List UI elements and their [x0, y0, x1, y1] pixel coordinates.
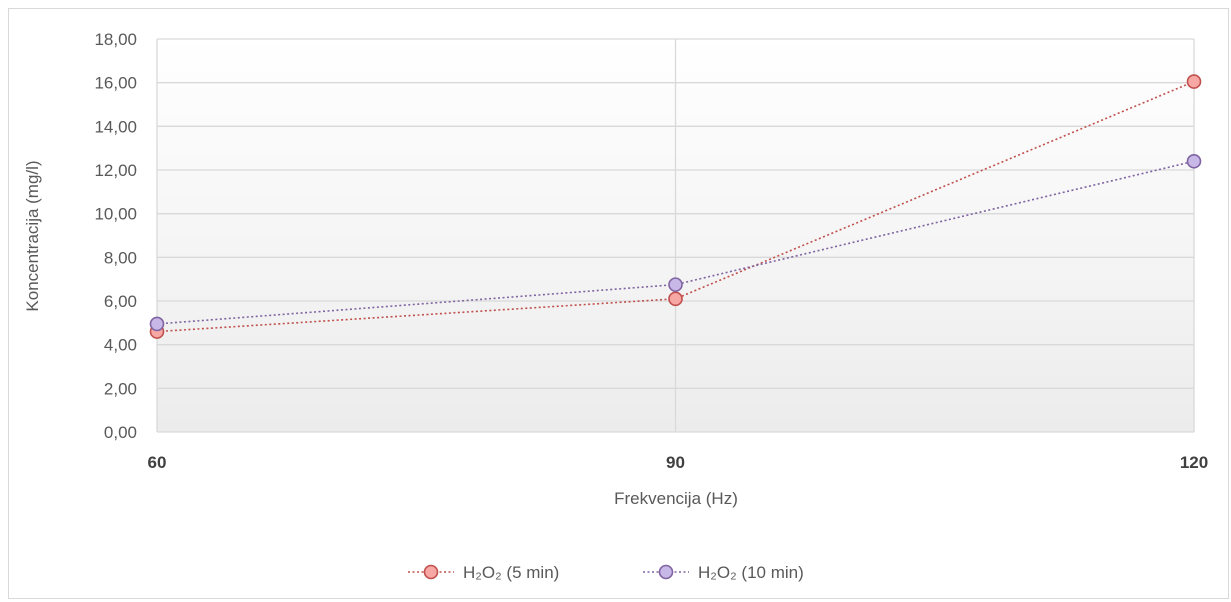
legend-marker-2: [658, 564, 674, 580]
x-axis-title: Frekvencija (Hz): [614, 489, 738, 508]
x-tick-label: 120: [1180, 453, 1208, 472]
legend-marker-1: [423, 564, 439, 580]
y-tick-label: 2,00: [104, 379, 137, 398]
y-tick-label: 4,00: [104, 336, 137, 355]
x-tick-labels: 60 90 120: [148, 453, 1209, 472]
y-tick-label: 6,00: [104, 292, 137, 311]
data-point-series-2: [668, 277, 683, 292]
legend: H₂O₂ (5 min) H₂O₂ (10 min): [408, 563, 804, 582]
y-tick-label: 16,00: [94, 74, 137, 93]
gridlines: [156, 38, 1195, 433]
y-tick-labels: 0,00 2,00 4,00 6,00 8,00 10,00 12,00 14,00 16,00…: [94, 30, 137, 442]
y-tick-label: 8,00: [104, 248, 137, 267]
series-layer: [149, 74, 1202, 339]
y-axis-title: Koncentracija (mg/l): [23, 160, 42, 311]
data-point-series-2: [149, 316, 165, 332]
data-point-series-1: [1186, 74, 1202, 89]
y-tick-label: 10,00: [94, 205, 137, 224]
x-tick-label: 90: [666, 453, 685, 472]
data-point-series-1: [668, 291, 683, 307]
y-tick-label: 14,00: [94, 117, 137, 136]
data-point-series-2: [1186, 153, 1202, 169]
y-tick-label: 0,00: [104, 423, 137, 442]
y-tick-label: 18,00: [94, 30, 137, 49]
x-tick-label: 60: [148, 453, 167, 472]
y-tick-label: 12,00: [94, 161, 137, 180]
legend-label-2: H₂O₂ (10 min): [698, 563, 804, 582]
legend-label-1: H₂O₂ (5 min): [463, 563, 559, 582]
